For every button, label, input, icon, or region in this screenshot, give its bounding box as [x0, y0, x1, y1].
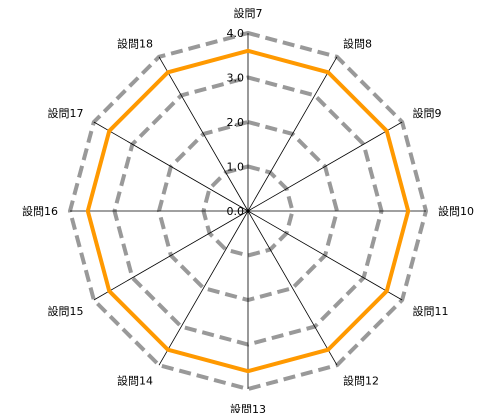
category-label-0: 設問7 [234, 6, 263, 20]
series-point-0-10 [108, 130, 110, 132]
spoke-11 [158, 56, 249, 212]
series-point-0-5 [327, 349, 329, 351]
series-point-0-3 [407, 210, 409, 212]
spoke-5 [247, 210, 338, 366]
series-point-0-2 [386, 130, 388, 132]
spoke-7 [158, 210, 249, 366]
series-point-0-0 [247, 50, 249, 52]
series-point-0-11 [167, 71, 169, 73]
spoke-4 [247, 210, 403, 301]
category-label-2: 設問9 [413, 106, 442, 120]
category-label-10: 設問17 [47, 106, 83, 120]
tick-label-2: 2.0 [227, 116, 245, 129]
category-label-11: 設問18 [117, 36, 153, 50]
spoke-8 [93, 210, 249, 301]
tick-layer: 0.0 1.0 2.0 3.0 4.0 [227, 27, 245, 218]
series-point-0-1 [327, 71, 329, 73]
spoke-1 [247, 56, 338, 212]
spoke-layer [70, 33, 426, 389]
series-point-0-8 [108, 290, 110, 292]
series-point-0-7 [167, 349, 169, 351]
category-label-5: 設問12 [343, 374, 379, 388]
category-label-3: 設問10 [438, 204, 474, 218]
category-label-6: 設問13 [230, 402, 266, 413]
tick-label-3: 3.0 [227, 72, 245, 85]
series-layer [85, 48, 411, 374]
tick-label-1: 1.0 [227, 161, 245, 174]
category-label-4: 設問11 [413, 304, 449, 318]
series-point-0-6 [247, 370, 249, 372]
category-label-layer: 設問7 設問8 設問9 設問10 設問11 設問12 設問13 設問14 設問15 設問16 設問1… [22, 6, 474, 413]
tick-label-0: 0.0 [227, 205, 245, 218]
category-label-9: 設問16 [22, 204, 58, 218]
series-point-0-9 [87, 210, 89, 212]
tick-label-4: 4.0 [227, 27, 245, 40]
category-label-7: 設問14 [117, 374, 153, 388]
category-label-1: 設問8 [343, 36, 372, 50]
category-label-8: 設問15 [47, 304, 83, 318]
series-point-0-4 [386, 290, 388, 292]
spoke-2 [247, 121, 403, 212]
spoke-10 [93, 121, 249, 212]
